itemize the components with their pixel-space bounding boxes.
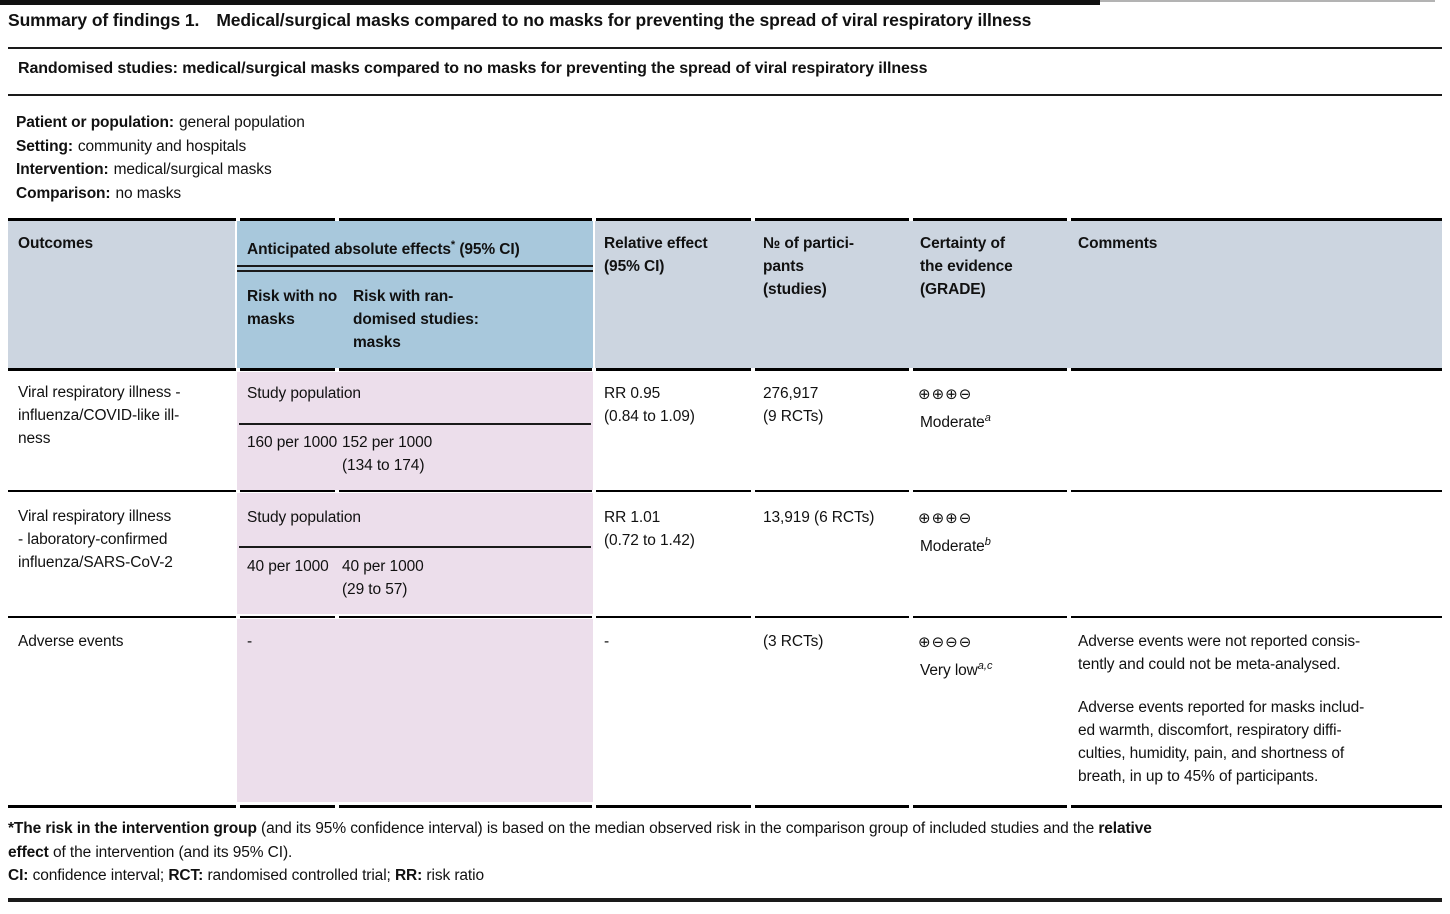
- header-bg-right: [595, 221, 1442, 368]
- risk-masks-row1: 152 per 1000 (134 to 174): [342, 434, 433, 474]
- grade-label-row1: Moderatea: [920, 407, 991, 434]
- page-bottom-rule: [8, 898, 1442, 902]
- footnote-segment: relative effect: [8, 820, 1152, 861]
- footnote-segment: CI:: [8, 867, 29, 884]
- grade-footnote-marker: a,c: [977, 660, 993, 672]
- participants-row3: (3 RCTs): [763, 633, 824, 650]
- footnote-segment: confidence interval;: [28, 867, 169, 884]
- col-header-absolute-effects: Anticipated absolute effects* (95% CI): [247, 234, 587, 261]
- grade-label-row2: Moderateb: [920, 531, 991, 558]
- grade-footnote-marker: a: [984, 412, 991, 424]
- comments-row3-para2: Adverse events reported for masks includ…: [1078, 699, 1365, 785]
- relative-effect-row2: RR 1.01 (0.72 to 1.42): [604, 509, 695, 549]
- risk-no-masks-row1: 160 per 1000: [247, 434, 338, 451]
- header-bg-absolute-effects: [237, 221, 593, 368]
- footnote-segment: *The risk in the intervention group: [8, 820, 257, 837]
- risk-no-masks-row2: 40 per 1000: [247, 558, 329, 575]
- title-prefix: Summary of findings 1.: [8, 10, 200, 30]
- col-header-relative-effect: Relative effect (95% CI): [604, 235, 708, 275]
- population-row: Setting: community and hospitals: [16, 135, 305, 159]
- risk-masks-row2: 40 per 1000 (29 to 57): [342, 558, 424, 598]
- table-top-border: [8, 218, 1442, 221]
- footnote-segment: randomised controlled trial;: [203, 867, 395, 884]
- population-value: community and hospitals: [77, 137, 247, 155]
- comments-row3-para1: Adverse events were not reported consis-…: [1078, 633, 1361, 673]
- study-population-label-row1: Study population: [247, 385, 361, 402]
- top-crop-artifact-bar: [0, 0, 1100, 5]
- population-row: Comparison: no masks: [16, 182, 305, 206]
- footnote-segment: risk ratio: [422, 867, 484, 884]
- population-value: no masks: [115, 184, 182, 202]
- risk-cell-bg-row1: [237, 372, 593, 490]
- outcome-row3: Adverse events: [18, 633, 124, 650]
- population-label: Setting:: [16, 137, 73, 155]
- title-main: Medical/surgical masks compared to no ma…: [216, 10, 1032, 30]
- grade-label-row3: Very lowa,c: [920, 655, 992, 682]
- section-header: Randomised studies: medical/surgical mas…: [18, 60, 928, 77]
- population-row: Patient or population: general population: [16, 111, 305, 135]
- footnote-segment: (and its 95% confidence interval) is bas…: [256, 820, 1099, 837]
- risk-cell-bg-row2: [237, 493, 593, 614]
- grade-label-text: Very low: [920, 662, 978, 680]
- population-label: Patient or population:: [16, 114, 174, 131]
- row-divider-2: [8, 616, 1442, 618]
- rule-under-section-header: [8, 94, 1442, 96]
- footnote-segment: of the intervention (and its 95% CI).: [48, 843, 293, 861]
- footnote-star: *The risk in the intervention group (and…: [8, 817, 1442, 864]
- relative-effect-row3: -: [604, 633, 610, 650]
- study-population-underline-row2: [239, 546, 591, 548]
- col-header-risk-no-masks: Risk with no masks: [247, 288, 338, 328]
- study-population-label-row2: Study population: [247, 509, 361, 526]
- outcome-row1: Viral respiratory illness - influenza/CO…: [18, 384, 181, 447]
- absolute-effects-ci: (95% CI): [455, 241, 520, 259]
- risk-cell-bg-row3: [237, 619, 593, 802]
- absolute-effects-double-rule-top: [237, 265, 593, 267]
- population-label: Intervention:: [16, 161, 109, 178]
- population-block: Patient or population: general population…: [16, 111, 305, 205]
- row-divider-1: [8, 490, 1442, 492]
- top-crop-artifact-faint: [1100, 0, 1435, 2]
- population-label: Comparison:: [16, 184, 111, 202]
- page-title: Summary of findings 1. Medical/surgical m…: [8, 10, 1031, 31]
- grade-symbols-row3: ⊕⊖⊖⊖: [918, 633, 973, 651]
- population-value: medical/surgical masks: [113, 161, 272, 178]
- col-header-participants: № of partici- pants (studies): [763, 235, 854, 298]
- grade-label-text: Moderate: [920, 414, 985, 432]
- population-row: Intervention: medical/surgical masks: [16, 158, 305, 182]
- col-header-comments: Comments: [1078, 235, 1158, 252]
- footnote-segment: RCT:: [168, 867, 204, 884]
- col-header-certainty: Certainty of the evidence (GRADE): [920, 235, 1013, 298]
- table-bottom-border: [8, 805, 1442, 808]
- col-header-risk-masks: Risk with ran- domised studies: masks: [353, 288, 479, 351]
- grade-symbols-row1: ⊕⊕⊕⊖: [918, 385, 973, 403]
- absolute-effects-star: *: [450, 239, 456, 251]
- participants-row1: 276,917 (9 RCTs): [763, 385, 824, 425]
- grade-symbols-row2: ⊕⊕⊕⊖: [918, 509, 973, 527]
- table-header-bottom-border: [8, 368, 1442, 371]
- absolute-effects-double-rule-bottom: [237, 270, 593, 272]
- grade-footnote-marker: b: [984, 536, 991, 548]
- relative-effect-row1: RR 0.95 (0.84 to 1.09): [604, 385, 695, 425]
- col-header-outcomes: Outcomes: [18, 235, 93, 252]
- header-bg-outcomes: [8, 221, 235, 368]
- footnote-segment: RR:: [394, 867, 423, 884]
- rule-under-title: [8, 47, 1442, 49]
- footnote-abbreviations: CI: confidence interval; RCT: randomised…: [8, 864, 1442, 888]
- population-value: general population: [178, 114, 305, 131]
- study-population-underline-row1: [239, 423, 591, 425]
- grade-label-text: Moderate: [920, 538, 985, 556]
- outcome-row2: Viral respiratory illness - laboratory-c…: [18, 508, 173, 571]
- participants-row2: 13,919 (6 RCTs): [763, 509, 875, 526]
- absolute-effect-dash-row3: -: [247, 633, 253, 650]
- absolute-effects-text: Anticipated absolute effects: [247, 241, 451, 259]
